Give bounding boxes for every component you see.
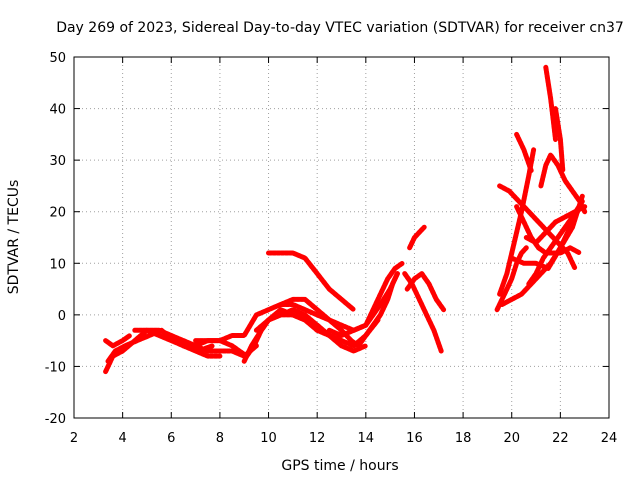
x-tick-label: 22 — [552, 431, 569, 446]
x-tick-label: 20 — [503, 431, 520, 446]
x-tick-label: 24 — [601, 431, 618, 446]
data-series-arc-11 — [326, 260, 405, 338]
data-series-arc-10 — [278, 271, 400, 349]
x-tick-label: 12 — [309, 431, 326, 446]
x-tick-label: 14 — [358, 431, 375, 446]
x-tick-label: 18 — [455, 431, 472, 446]
grid — [74, 57, 609, 418]
data-series-arc-21 — [543, 64, 558, 142]
y-tick-label: -10 — [45, 360, 66, 375]
data-series-arc-9 — [266, 250, 357, 313]
data-series-arc-3 — [103, 333, 133, 349]
data-series-arc-20 — [509, 193, 585, 271]
x-axis-label: GPS time / hours — [281, 458, 398, 474]
y-axis-label: SDTVAR / TECUs — [6, 180, 22, 295]
data-series-arc-6 — [168, 333, 259, 359]
x-tick-label: 2 — [70, 431, 78, 446]
data-series-arc-12 — [407, 224, 427, 251]
data-series-arc-7 — [241, 312, 344, 364]
data-series-arc-23 — [538, 152, 588, 215]
x-tick-label: 16 — [406, 431, 423, 446]
y-tick-label: 50 — [49, 51, 66, 66]
y-tick-label: 10 — [49, 257, 66, 272]
chart-title: Day 269 of 2023, Sidereal Day-to-day VTE… — [56, 20, 624, 36]
plot-frame — [73, 56, 610, 419]
y-tick-label: 30 — [49, 154, 66, 169]
x-tick-label: 4 — [118, 431, 126, 446]
data-series-arc-26 — [526, 198, 585, 287]
data-series-arc-15 — [494, 245, 529, 313]
data-traces — [103, 64, 588, 375]
data-series-arc-17 — [514, 131, 534, 173]
y-tick-label: 20 — [49, 206, 66, 221]
data-series-arc-22 — [553, 106, 566, 173]
x-tick-label: 8 — [216, 431, 224, 446]
data-series-arc-16 — [497, 147, 537, 297]
y-tick-label: 0 — [58, 309, 66, 324]
y-tick-label: 40 — [49, 103, 66, 118]
x-tick-label: 6 — [167, 431, 175, 446]
x-tick-label: 10 — [260, 431, 277, 446]
data-series-arc-14 — [404, 271, 447, 313]
y-tick-label: -20 — [45, 412, 66, 427]
